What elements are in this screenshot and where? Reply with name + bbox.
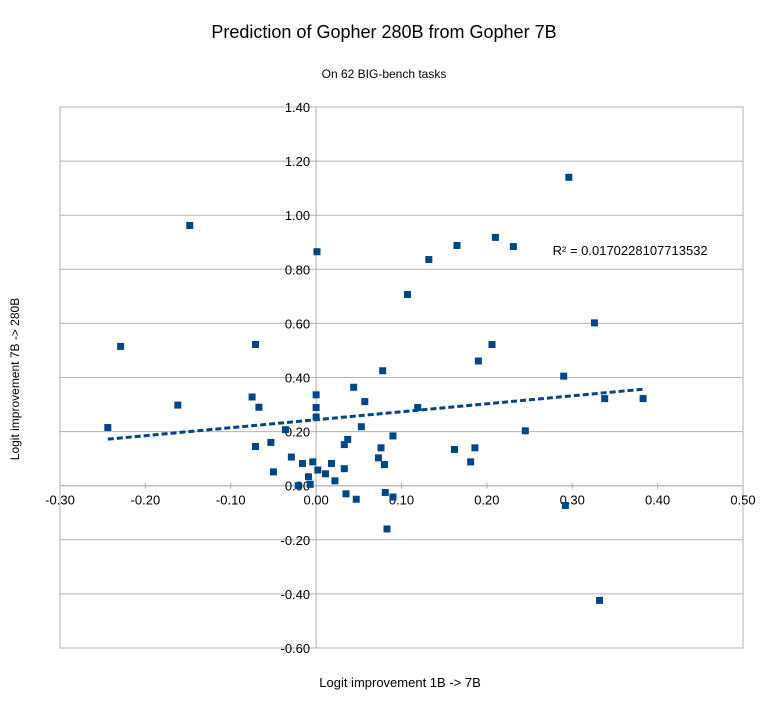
data-point <box>488 340 496 348</box>
data-point <box>269 468 277 476</box>
data-point <box>601 395 609 403</box>
data-point <box>471 444 479 452</box>
x-axis-label: Logit improvement 1B -> 7B <box>319 675 481 690</box>
x-tick-label: 0.20 <box>474 493 499 508</box>
chart-subtitle: On 62 BIG-bench tasks <box>321 67 447 81</box>
chart-title: Prediction of Gopher 280B from Gopher 7B <box>211 22 557 42</box>
plot-area-frame <box>59 106 744 649</box>
data-point <box>561 501 569 509</box>
data-point <box>350 383 358 391</box>
data-point <box>314 466 322 474</box>
data-point <box>389 432 397 440</box>
data-point <box>590 319 598 327</box>
data-point <box>252 340 260 348</box>
data-point <box>453 241 461 249</box>
data-point <box>340 441 348 449</box>
data-point <box>467 458 475 466</box>
x-tick-label: 0.40 <box>645 493 670 508</box>
data-point <box>309 458 317 466</box>
data-point <box>521 427 529 435</box>
data-point <box>374 454 382 462</box>
y-tick-label: -0.20 <box>280 533 310 548</box>
data-point <box>560 372 568 380</box>
x-tick-label: 0.00 <box>303 493 328 508</box>
y-tick-label: 0.20 <box>285 425 310 440</box>
data-points <box>104 173 647 604</box>
data-point <box>312 391 320 399</box>
data-point <box>267 438 275 446</box>
y-tick-label: -0.40 <box>280 587 310 602</box>
data-point <box>380 461 388 469</box>
data-point <box>414 404 422 412</box>
data-point <box>425 256 433 264</box>
data-point <box>331 477 339 485</box>
data-point <box>381 488 389 496</box>
data-point <box>313 248 321 256</box>
data-point <box>287 453 295 461</box>
axes <box>59 107 744 648</box>
data-point <box>281 426 289 434</box>
data-point <box>174 401 182 409</box>
data-point <box>186 221 194 229</box>
data-point <box>312 404 320 412</box>
data-point <box>450 445 458 453</box>
y-tick-label: 1.20 <box>285 154 310 169</box>
data-point <box>104 424 112 432</box>
data-point <box>565 173 573 181</box>
data-point <box>389 493 397 501</box>
x-tick-labels: -0.30 -0.20 -0.10 0.00 0.10 0.20 0.30 0.40 0.50 <box>45 493 755 508</box>
data-point <box>306 480 314 488</box>
data-point <box>117 342 125 350</box>
y-tick-label: 0.80 <box>285 262 310 277</box>
data-point <box>248 393 256 401</box>
data-point <box>474 357 482 365</box>
y-tick-label: 1.00 <box>285 208 310 223</box>
data-point <box>379 367 387 375</box>
data-point <box>596 596 604 604</box>
data-point <box>304 473 312 481</box>
data-point <box>639 395 647 403</box>
data-point <box>342 490 350 498</box>
x-tick-label: -0.10 <box>216 493 246 508</box>
data-point <box>252 442 260 450</box>
r-squared-label: R² = 0.0170228107713532 <box>553 243 708 258</box>
data-point <box>352 495 360 503</box>
data-point <box>322 470 330 478</box>
data-point <box>294 482 302 490</box>
grid-lines <box>60 106 743 649</box>
data-point <box>312 413 320 421</box>
y-tick-labels: 1.401.201.000.800.600.400.200.00-0.20-0.… <box>280 100 310 656</box>
x-tick-label: 0.50 <box>730 493 755 508</box>
data-point <box>361 398 369 406</box>
x-tick-label: -0.20 <box>131 493 161 508</box>
data-point <box>298 460 306 468</box>
data-point <box>344 435 352 443</box>
data-point <box>509 243 517 251</box>
data-point <box>491 233 499 241</box>
data-point <box>403 290 411 298</box>
x-tick-label: -0.30 <box>45 493 75 508</box>
data-point <box>255 403 263 411</box>
data-point <box>383 525 391 533</box>
data-point <box>377 444 385 452</box>
data-point <box>327 460 335 468</box>
y-tick-label: 1.40 <box>285 100 310 115</box>
data-point <box>357 423 365 431</box>
y-tick-label: 0.60 <box>285 316 310 331</box>
y-tick-label: 0.40 <box>285 371 310 386</box>
data-point <box>340 465 348 473</box>
y-tick-label: -0.60 <box>280 641 310 656</box>
